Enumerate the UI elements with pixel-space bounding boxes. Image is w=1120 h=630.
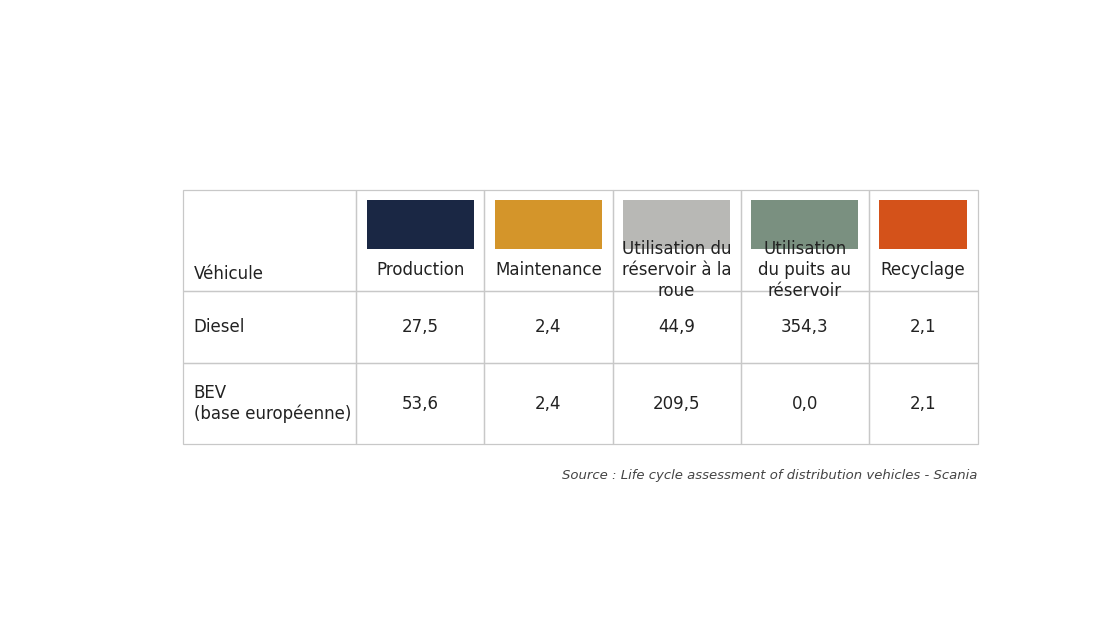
Bar	[356, 292, 485, 363]
Text: 2,4: 2,4	[535, 394, 562, 413]
Text: 0,0: 0,0	[792, 394, 818, 413]
Bar	[184, 292, 356, 363]
Text: Production: Production	[376, 261, 465, 279]
Text: Utilisation du
réservoir à la
roue: Utilisation du réservoir à la roue	[622, 240, 731, 300]
Bar	[740, 190, 869, 292]
Text: 2,1: 2,1	[909, 318, 936, 336]
Bar	[485, 190, 613, 292]
Bar	[366, 200, 474, 249]
Bar	[613, 363, 740, 444]
Text: 2,1: 2,1	[909, 394, 936, 413]
Text: 27,5: 27,5	[402, 318, 439, 336]
Text: Recyclage: Recyclage	[880, 261, 965, 279]
Bar	[356, 190, 485, 292]
Text: BEV
(base européenne): BEV (base européenne)	[194, 384, 352, 423]
Bar	[495, 200, 603, 249]
Bar	[356, 363, 485, 444]
Text: 209,5: 209,5	[653, 394, 700, 413]
Bar	[740, 363, 869, 444]
Text: Source : Life cycle assessment of distribution vehicles - Scania: Source : Life cycle assessment of distri…	[562, 469, 978, 481]
Bar	[740, 292, 869, 363]
Text: Utilisation
du puits au
réservoir: Utilisation du puits au réservoir	[758, 240, 851, 300]
Text: Véhicule: Véhicule	[194, 265, 264, 283]
Bar	[869, 363, 978, 444]
Bar	[869, 292, 978, 363]
Bar	[613, 190, 740, 292]
Bar	[485, 292, 613, 363]
Text: Maintenance: Maintenance	[495, 261, 601, 279]
Text: 2,4: 2,4	[535, 318, 562, 336]
Text: 354,3: 354,3	[781, 318, 829, 336]
Bar	[879, 200, 968, 249]
Text: Diesel: Diesel	[194, 318, 245, 336]
Bar	[184, 190, 356, 292]
Bar	[613, 292, 740, 363]
Bar	[485, 363, 613, 444]
Text: 53,6: 53,6	[402, 394, 439, 413]
Bar	[623, 200, 730, 249]
Bar	[184, 363, 356, 444]
Text: 44,9: 44,9	[659, 318, 696, 336]
Bar	[752, 200, 858, 249]
Bar	[869, 190, 978, 292]
